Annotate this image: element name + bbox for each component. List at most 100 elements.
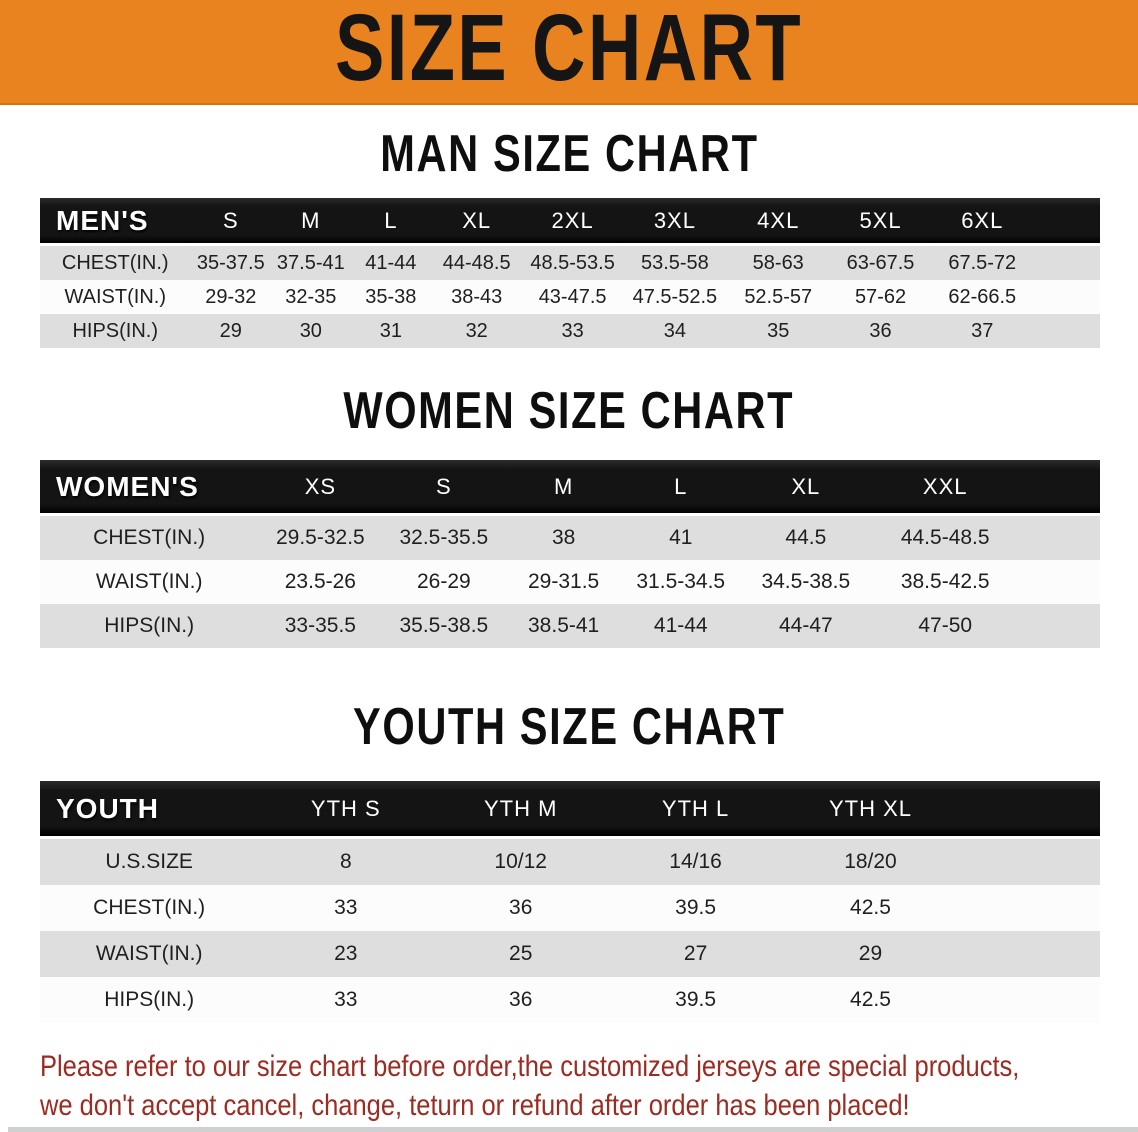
- men-chest-row: CHEST(IN.) 35-37.5 37.5-41 41-44 44-48.5…: [40, 244, 1100, 280]
- size-col-header: L: [350, 198, 432, 246]
- row-label: WAIST(IN.): [40, 931, 259, 977]
- disclaimer-line-2: we don't accept cancel, change, teturn o…: [40, 1089, 910, 1122]
- size-value-cell: 14/16: [608, 837, 784, 885]
- header-filler: [957, 781, 1100, 839]
- header-banner: SIZE CHART: [0, 0, 1138, 105]
- size-value-cell: 36: [433, 885, 609, 931]
- size-value-cell: 8: [258, 837, 434, 885]
- size-col-header: 6XL: [931, 198, 1034, 246]
- size-value-cell: 34: [622, 314, 727, 348]
- cell-filler: [1033, 244, 1100, 280]
- size-value-cell: 38.5-41: [505, 604, 622, 648]
- women-section-heading: WOMEN SIZE CHART: [0, 382, 1138, 440]
- youth-corner-label: YOUTH: [40, 781, 259, 839]
- bottom-divider: [8, 1127, 1138, 1132]
- youth-ussize-row: U.S.SIZE 8 10/12 14/16 18/20: [40, 837, 1100, 885]
- youth-waist-row: WAIST(IN.) 23 25 27 29: [40, 931, 1100, 977]
- size-value-cell: 10/12: [433, 837, 609, 885]
- size-value-cell: 29: [190, 314, 272, 348]
- size-value-cell: 57-62: [829, 280, 932, 314]
- size-value-cell: 31.5-34.5: [621, 560, 740, 604]
- size-col-header: XS: [258, 460, 383, 516]
- cell-filler: [1033, 280, 1100, 314]
- size-value-cell: 35-38: [350, 280, 432, 314]
- size-value-cell: 44-48.5: [431, 244, 523, 280]
- size-value-cell: 29.5-32.5: [258, 514, 383, 560]
- size-value-cell: 27: [608, 931, 784, 977]
- size-value-cell: 39.5: [608, 885, 784, 931]
- size-col-header: S: [190, 198, 272, 246]
- row-label: HIPS(IN.): [40, 604, 259, 648]
- man-section-heading: MAN SIZE CHART: [0, 125, 1138, 183]
- size-value-cell: 32.5-35.5: [382, 514, 506, 560]
- size-value-cell: 44-47: [739, 604, 873, 648]
- row-label: WAIST(IN.): [40, 280, 191, 314]
- size-value-cell: 44.5-48.5: [872, 514, 1019, 560]
- cell-filler: [1033, 314, 1100, 348]
- row-label: CHEST(IN.): [40, 885, 259, 931]
- women-hips-row: HIPS(IN.) 33-35.5 35.5-38.5 38.5-41 41-4…: [40, 604, 1100, 648]
- cell-filler: [957, 977, 1100, 1023]
- men-size-table: MEN'S S M L XL 2XL 3XL 4XL 5XL 6XL CHEST…: [40, 198, 1100, 348]
- size-value-cell: 37.5-41: [271, 244, 351, 280]
- size-value-cell: 63-67.5: [829, 244, 932, 280]
- youth-hips-row: HIPS(IN.) 33 36 39.5 42.5: [40, 977, 1100, 1023]
- size-value-cell: 42.5: [783, 977, 958, 1023]
- men-corner-label: MEN'S: [40, 198, 191, 246]
- size-value-cell: 36: [433, 977, 609, 1023]
- size-value-cell: 58-63: [726, 244, 830, 280]
- size-col-header: XL: [431, 198, 523, 246]
- size-value-cell: 33: [522, 314, 623, 348]
- size-value-cell: 38-43: [431, 280, 523, 314]
- youth-section-heading: YOUTH SIZE CHART: [0, 701, 1138, 753]
- size-col-header: YTH XL: [783, 781, 958, 839]
- size-value-cell: 41-44: [350, 244, 432, 280]
- size-value-cell: 35-37.5: [190, 244, 272, 280]
- size-col-header: L: [621, 460, 740, 516]
- size-col-header: M: [505, 460, 622, 516]
- youth-chest-row: CHEST(IN.) 33 36 39.5 42.5: [40, 885, 1100, 931]
- men-waist-row: WAIST(IN.) 29-32 32-35 35-38 38-43 43-47…: [40, 280, 1100, 314]
- size-value-cell: 43-47.5: [522, 280, 623, 314]
- row-label: HIPS(IN.): [40, 977, 259, 1023]
- cell-filler: [1018, 514, 1100, 560]
- size-value-cell: 48.5-53.5: [522, 244, 623, 280]
- size-value-cell: 37: [931, 314, 1034, 348]
- men-header-row: MEN'S S M L XL 2XL 3XL 4XL 5XL 6XL: [40, 198, 1100, 246]
- size-value-cell: 29-32: [190, 280, 272, 314]
- size-value-cell: 30: [271, 314, 351, 348]
- size-value-cell: 35.5-38.5: [382, 604, 506, 648]
- size-value-cell: 53.5-58: [622, 244, 727, 280]
- row-label: U.S.SIZE: [40, 837, 259, 885]
- size-value-cell: 26-29: [382, 560, 506, 604]
- man-section-heading-text: MAN SIZE CHART: [379, 125, 759, 183]
- women-corner-label: WOMEN'S: [40, 460, 259, 516]
- women-section-heading-text: WOMEN SIZE CHART: [343, 382, 795, 440]
- size-value-cell: 42.5: [783, 885, 958, 931]
- cell-filler: [957, 837, 1100, 885]
- size-value-cell: 38.5-42.5: [872, 560, 1019, 604]
- size-value-cell: 39.5: [608, 977, 784, 1023]
- men-hips-row: HIPS(IN.) 29 30 31 32 33 34 35 36 37: [40, 314, 1100, 348]
- women-size-table: WOMEN'S XS S M L XL XXL CHEST(IN.) 29.5-…: [40, 460, 1100, 648]
- row-label: CHEST(IN.): [40, 514, 259, 560]
- size-value-cell: 41-44: [621, 604, 740, 648]
- size-col-header: M: [271, 198, 351, 246]
- size-value-cell: 23: [258, 931, 434, 977]
- size-value-cell: 33: [258, 977, 434, 1023]
- page-title: SIZE CHART: [335, 0, 803, 101]
- size-value-cell: 38: [505, 514, 622, 560]
- size-col-header: YTH L: [608, 781, 784, 839]
- size-value-cell: 18/20: [783, 837, 958, 885]
- size-value-cell: 33: [258, 885, 434, 931]
- row-label: HIPS(IN.): [40, 314, 191, 348]
- size-value-cell: 29: [783, 931, 958, 977]
- size-col-header: S: [382, 460, 506, 516]
- size-value-cell: 36: [829, 314, 932, 348]
- cell-filler: [1018, 604, 1100, 648]
- size-value-cell: 67.5-72: [931, 244, 1034, 280]
- size-col-header: 2XL: [522, 198, 623, 246]
- size-value-cell: 41: [621, 514, 740, 560]
- women-header-row: WOMEN'S XS S M L XL XXL: [40, 460, 1100, 516]
